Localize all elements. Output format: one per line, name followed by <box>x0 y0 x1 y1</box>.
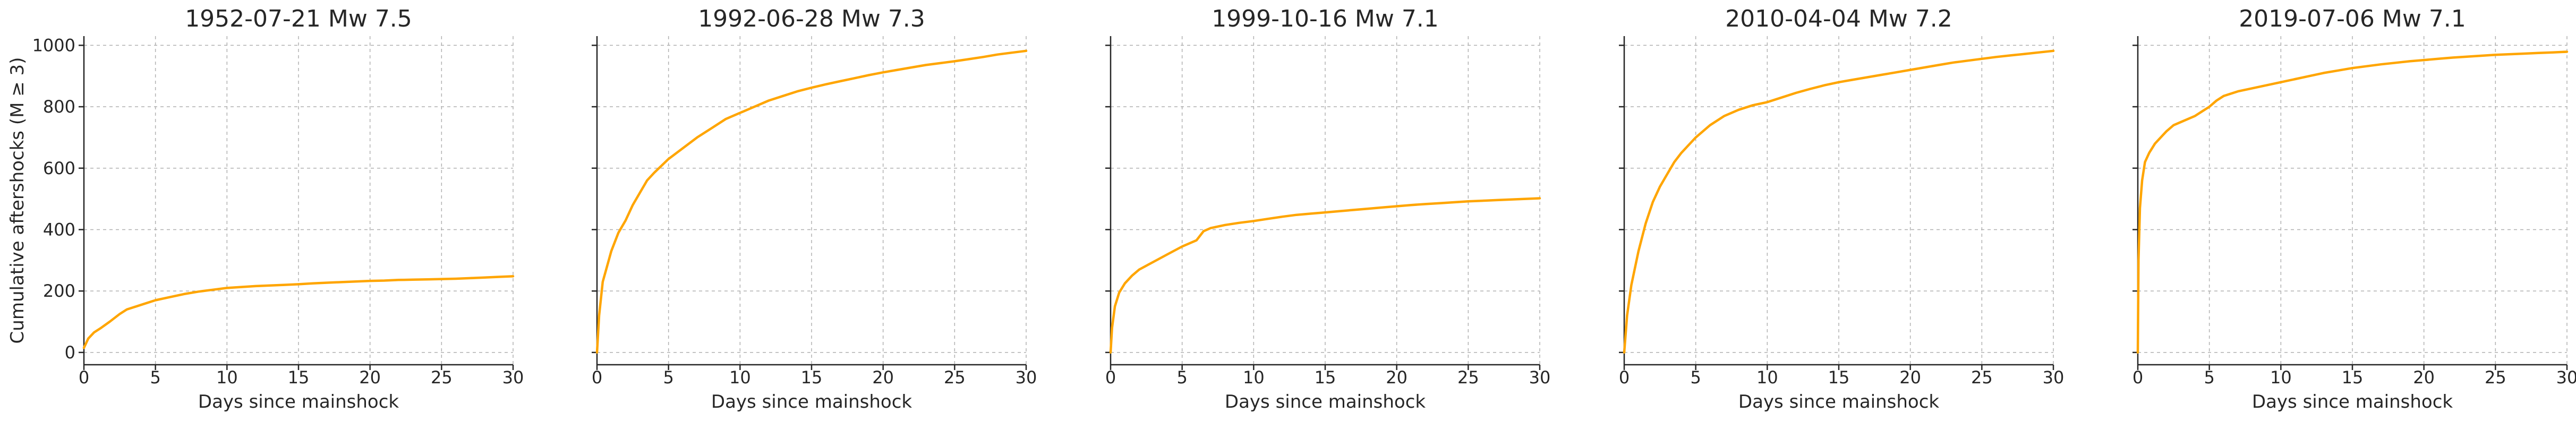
x-tick-label: 15 <box>1315 367 1336 388</box>
x-axis-label: Days since mainshock <box>1738 391 1939 413</box>
aftershock-curve <box>2136 50 2569 354</box>
aftershock-curve <box>1109 197 1541 354</box>
x-tick-label: 5 <box>2204 367 2214 388</box>
x-tick-label: 0 <box>2133 367 2143 388</box>
x-tick-label: 15 <box>288 367 310 388</box>
y-tick-label: 600 <box>43 158 75 178</box>
x-tick-label: 5 <box>150 367 160 388</box>
x-tick-label: 25 <box>1457 367 1479 388</box>
x-tick-label: 10 <box>2270 367 2292 388</box>
chart-panel-5: 0 5 10 15 20 25 30 2019-07-06 Mw 7.1 Days since … <box>2133 5 2576 413</box>
x-tick-label: 0 <box>1619 367 1630 388</box>
panel-title: 2010-04-04 Mw 7.2 <box>1725 5 1952 32</box>
x-axis-label: Days since mainshock <box>711 391 912 413</box>
x-tick-label: 30 <box>2556 367 2576 388</box>
x-tick-label: 10 <box>216 367 238 388</box>
x-tick-label: 30 <box>1016 367 1037 388</box>
x-tick-label: 20 <box>359 367 381 388</box>
x-tick-label: 15 <box>1828 367 1850 388</box>
x-tick-label: 5 <box>1176 367 1187 388</box>
x-tick-label: 10 <box>729 367 751 388</box>
chart-panel-3: 0 5 10 15 20 25 30 1999-10-16 Mw 7.1 Days since … <box>1105 5 1551 413</box>
x-tick-label: 0 <box>1105 367 1116 388</box>
x-tick-label: 20 <box>2413 367 2435 388</box>
x-tick-label: 30 <box>2043 367 2065 388</box>
x-tick-label: 15 <box>2342 367 2364 388</box>
y-tick-label: 200 <box>43 281 75 301</box>
y-tick-label: 1000 <box>32 35 75 55</box>
x-tick-label: 15 <box>801 367 823 388</box>
y-tick-label: 0 <box>65 342 75 363</box>
aftershock-curve <box>595 49 1028 354</box>
panel-title: 2019-07-06 Mw 7.1 <box>2239 5 2466 32</box>
chart-panel-1: 0 5 10 15 20 25 30 0 200 400 600 800 1000 1952-07-21 … <box>7 5 524 413</box>
aftershock-curve <box>82 275 515 349</box>
aftershock-curve <box>1623 49 2055 354</box>
x-axis-label: Days since mainshock <box>2252 391 2453 413</box>
panel-title: 1952-07-21 Mw 7.5 <box>185 5 412 32</box>
panel-title: 1999-10-16 Mw 7.1 <box>1212 5 1439 32</box>
y-axis-label: Cumulative aftershocks (M ≥ 3) <box>7 57 28 344</box>
x-tick-label: 10 <box>1243 367 1265 388</box>
x-tick-label: 30 <box>1529 367 1551 388</box>
x-tick-label: 25 <box>944 367 966 388</box>
x-tick-label: 25 <box>2485 367 2506 388</box>
x-tick-label: 5 <box>663 367 673 388</box>
x-tick-label: 5 <box>1690 367 1701 388</box>
x-tick-label: 20 <box>1899 367 1921 388</box>
x-tick-label: 20 <box>872 367 894 388</box>
panel-title: 1992-06-28 Mw 7.3 <box>698 5 925 32</box>
x-tick-label: 25 <box>1971 367 1993 388</box>
x-tick-label: 20 <box>1386 367 1408 388</box>
x-tick-label: 0 <box>592 367 602 388</box>
y-tick-label: 800 <box>43 97 75 117</box>
x-tick-label: 30 <box>502 367 524 388</box>
x-tick-label: 0 <box>79 367 89 388</box>
y-tick-label: 400 <box>43 219 75 239</box>
chart-panel-2: 0 5 10 15 20 25 30 1992-06-28 Mw 7.3 Days since … <box>592 5 1037 413</box>
x-axis-label: Days since mainshock <box>1225 391 1426 413</box>
chart-panel-4: 0 5 10 15 20 25 30 2010-04-04 Mw 7.2 Days since … <box>1619 5 2065 413</box>
x-axis-label: Days since mainshock <box>198 391 399 413</box>
x-tick-label: 25 <box>431 367 453 388</box>
x-tick-label: 10 <box>1756 367 1778 388</box>
